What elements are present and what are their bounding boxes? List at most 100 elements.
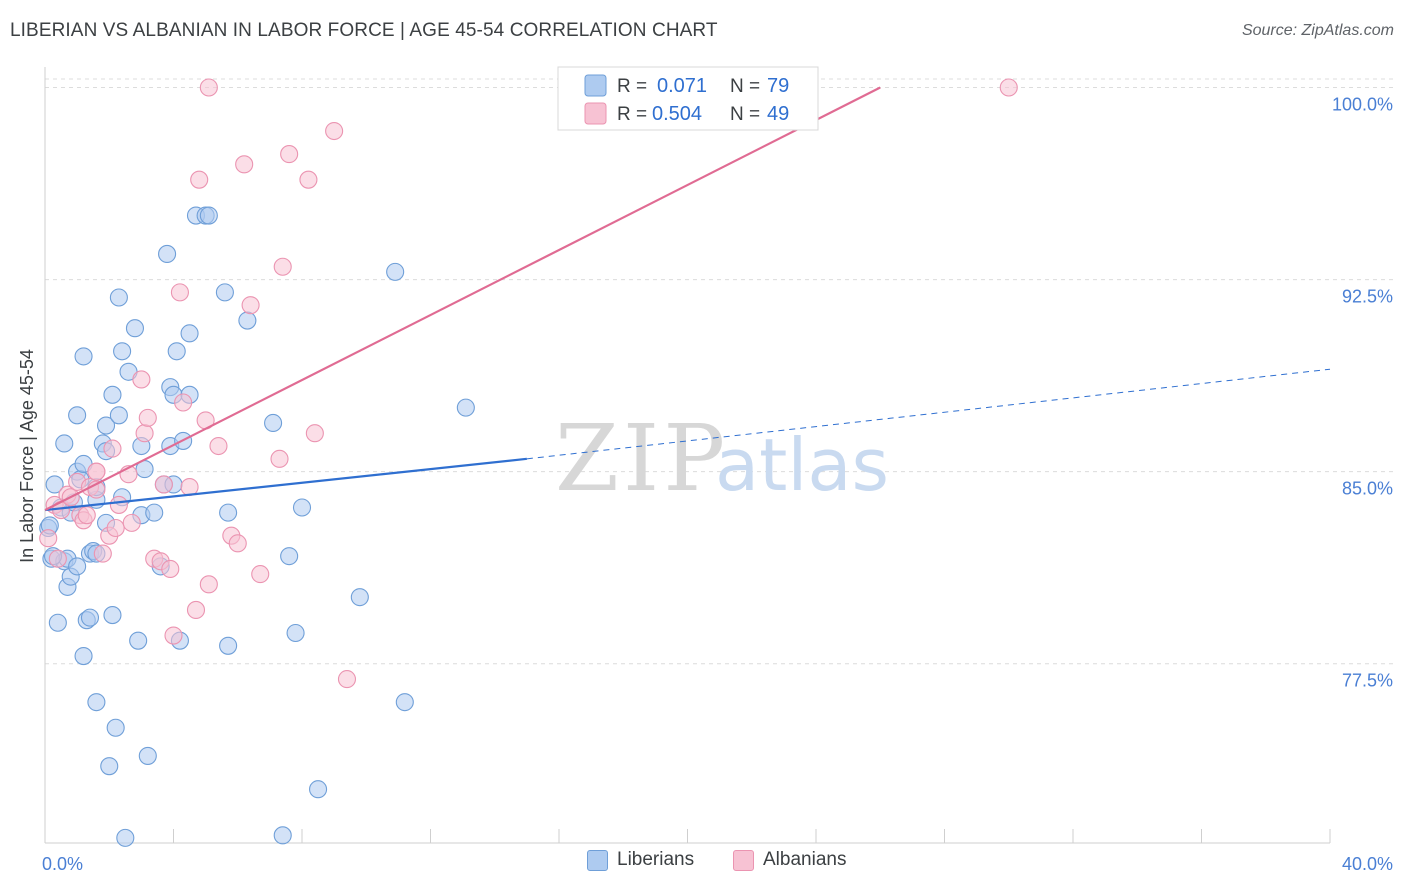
legend-r-label-liberians: R = xyxy=(617,76,647,97)
liberian-point xyxy=(273,826,292,845)
legend-swatch-albanians xyxy=(584,102,607,125)
liberian-point xyxy=(106,718,125,737)
chart-title: LIBERIAN VS ALBANIAN IN LABOR FORCE | AG… xyxy=(10,20,718,41)
albanian-point xyxy=(999,78,1018,97)
liberian-point xyxy=(109,406,128,425)
albanian-point xyxy=(154,475,173,494)
y-tick-label: 77.5% xyxy=(1342,671,1393,691)
albanian-point xyxy=(251,565,270,584)
liberian-point xyxy=(456,398,475,417)
liberian-point xyxy=(219,636,238,655)
points-layer xyxy=(39,78,1018,847)
liberian-point xyxy=(103,385,122,404)
albanian-point xyxy=(337,670,357,689)
liberian-point xyxy=(103,606,122,625)
albanian-point xyxy=(241,296,260,315)
liberian-point xyxy=(158,244,177,264)
albanian-point xyxy=(305,424,324,443)
legend-label-albanians: Albanians xyxy=(763,849,847,870)
albanian-point xyxy=(270,449,289,468)
legend-swatch-liberians-bottom xyxy=(587,849,608,871)
legend-r-value-albanians: 0.504 xyxy=(652,103,702,125)
legend-item-liberians[interactable]: Liberians xyxy=(587,849,694,871)
albanian-point xyxy=(164,626,183,645)
liberian-point xyxy=(215,283,234,302)
albanian-point xyxy=(109,495,128,514)
albanian-point xyxy=(103,439,122,458)
albanian-point xyxy=(132,370,151,389)
liberian-point xyxy=(129,631,148,650)
albanian-point xyxy=(199,78,218,97)
liberian-point xyxy=(180,324,199,343)
liberian-point xyxy=(116,828,135,847)
albanian-point xyxy=(135,424,154,443)
albanian-point xyxy=(170,283,189,302)
liberian-point xyxy=(219,503,238,522)
legend-item-albanians[interactable]: Albanians xyxy=(733,849,846,871)
albanian-point xyxy=(209,436,228,456)
x-tick-label-max: 40.0% xyxy=(1342,854,1393,874)
liberian-point xyxy=(87,693,106,712)
albanian-point xyxy=(325,121,344,141)
albanian-point xyxy=(174,393,193,412)
legend-swatch-albanians-bottom xyxy=(733,849,754,871)
liberian-point xyxy=(286,623,305,643)
legend-label-liberians: Liberians xyxy=(617,849,695,870)
albanian-point xyxy=(122,513,141,532)
liberian-point xyxy=(145,503,164,522)
stats-legend: R = 0.071 N = 79 R = 0.504 N = 49 xyxy=(557,66,819,131)
liberian-point xyxy=(199,206,218,225)
albanian-point xyxy=(280,145,299,164)
legend-n-value-liberians: 79 xyxy=(767,75,789,97)
liberian-point xyxy=(74,347,93,366)
albanian-point xyxy=(39,529,58,548)
liberian-point xyxy=(395,693,414,712)
albanian-point xyxy=(161,559,180,579)
series-legend: Liberians Albanians xyxy=(0,849,1406,879)
albanian-point xyxy=(77,506,96,525)
liberian-point xyxy=(45,475,64,494)
liberian-point xyxy=(350,588,369,607)
liberian-point xyxy=(386,262,405,281)
legend-r-label-albanians: R = xyxy=(617,104,647,125)
legend-n-label-liberians: N = xyxy=(730,76,760,97)
y-tick-label: 85.0% xyxy=(1342,479,1393,499)
liberian-point xyxy=(138,746,157,765)
albanian-trend-line xyxy=(44,86,881,512)
liberian-point xyxy=(125,319,144,338)
source-credit: Source: ZipAtlas.com xyxy=(1241,22,1394,39)
liberian-point xyxy=(100,757,119,776)
albanian-point xyxy=(228,534,247,553)
axes-layer xyxy=(44,67,1331,844)
legend-r-value-liberians: 0.071 xyxy=(657,75,707,97)
albanian-point xyxy=(299,170,318,189)
legend-swatch-liberians xyxy=(584,74,607,97)
x-tick-label-min: 0.0% xyxy=(42,854,83,874)
albanian-point xyxy=(106,518,125,538)
albanian-point xyxy=(48,549,67,568)
y-tick-label: 100.0% xyxy=(1332,94,1393,114)
albanian-point xyxy=(186,600,206,619)
trend-layer xyxy=(44,86,1331,512)
liberian-point xyxy=(238,311,257,330)
liberian-point xyxy=(80,608,100,627)
watermark: ZIP atlas xyxy=(555,405,889,512)
liberian-point xyxy=(264,413,283,433)
liberian-point xyxy=(48,613,67,632)
albanian-point xyxy=(199,575,218,594)
liberian-point xyxy=(96,416,116,435)
y-tick-label: 92.5% xyxy=(1342,287,1393,307)
albanian-point xyxy=(93,544,112,563)
liberian-point xyxy=(167,342,186,361)
tick-labels: 77.5% 85.0% 92.5% 100.0% 0.0% 40.0% xyxy=(42,94,1393,874)
legend-n-value-albanians: 49 xyxy=(767,103,789,125)
liberian-point xyxy=(74,646,93,666)
liberian-point xyxy=(55,434,74,453)
liberian-point xyxy=(292,498,312,517)
watermark-zip: ZIP xyxy=(555,405,729,512)
legend-n-label-albanians: N = xyxy=(730,104,760,125)
albanian-point xyxy=(235,155,254,174)
liberian-point xyxy=(109,288,128,307)
watermark-atlas: atlas xyxy=(715,423,889,507)
